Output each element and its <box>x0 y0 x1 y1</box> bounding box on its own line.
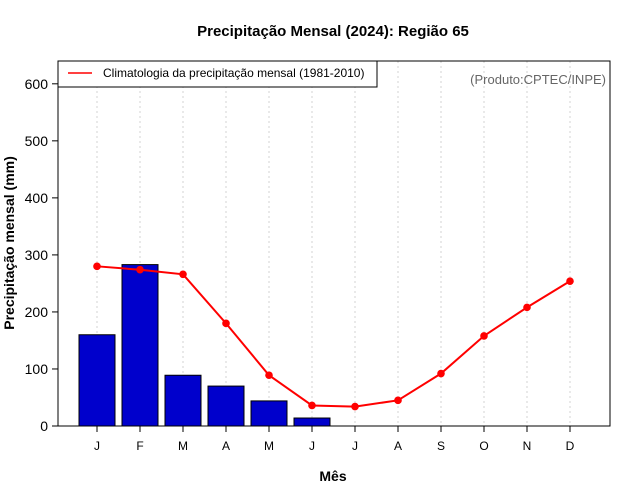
x-tick-label: F <box>136 439 143 453</box>
x-axis-title: Mês <box>319 468 346 484</box>
vertical-gridlines <box>96 61 571 426</box>
bar <box>293 417 331 427</box>
x-tick-label: N <box>523 439 532 453</box>
y-tick-label: 400 <box>25 190 49 206</box>
bar <box>78 334 116 427</box>
x-tick-label: O <box>479 439 488 453</box>
x-tick-label: M <box>178 439 188 453</box>
y-tick-label: 100 <box>25 361 49 377</box>
climatology-point <box>308 401 316 410</box>
source-annotation: (Produto:CPTEC/INPE) <box>470 72 606 87</box>
climatology-point <box>93 262 101 271</box>
climatology-point <box>523 303 531 312</box>
legend: Climatologia da precipitação mensal (198… <box>57 60 378 88</box>
y-tick-label: 600 <box>25 76 49 92</box>
legend-entry-climatology: Climatologia da precipitação mensal (198… <box>103 66 364 80</box>
climatology-point <box>351 402 359 411</box>
bar-series <box>78 264 331 427</box>
legend-box <box>57 60 378 88</box>
climatology-point <box>566 277 574 285</box>
y-axis: 0 100 200 300 400 500 600 <box>25 76 58 434</box>
climatology-line-series <box>93 262 574 411</box>
climatology-point <box>136 265 144 274</box>
x-tick-label: D <box>566 439 575 453</box>
bar <box>207 385 245 427</box>
climatology-point <box>437 369 445 378</box>
x-tick-label: J <box>309 439 315 453</box>
y-tick-label: 300 <box>25 247 49 263</box>
x-tick-label: A <box>394 439 402 453</box>
y-axis-title: Precipitação mensal (mm) <box>1 156 17 330</box>
climatology-point <box>480 332 488 340</box>
climatology-point <box>179 270 187 279</box>
climatology-point <box>265 371 273 380</box>
chart-title: Precipitação Mensal (2024): Região 65 <box>197 23 469 40</box>
bar <box>250 400 288 427</box>
y-tick-label: 0 <box>40 418 48 434</box>
x-tick-label: A <box>222 439 230 453</box>
bar <box>121 264 159 427</box>
bar <box>164 374 202 427</box>
climatology-point <box>394 396 402 405</box>
x-tick-label: M <box>264 439 274 453</box>
climatology-line <box>96 265 571 408</box>
y-tick-label: 500 <box>25 133 49 149</box>
climatology-point <box>222 319 230 328</box>
x-tick-label: S <box>437 439 445 453</box>
x-tick-label: J <box>352 439 358 453</box>
x-tick-label: J <box>94 439 100 453</box>
y-tick-label: 200 <box>25 304 49 320</box>
